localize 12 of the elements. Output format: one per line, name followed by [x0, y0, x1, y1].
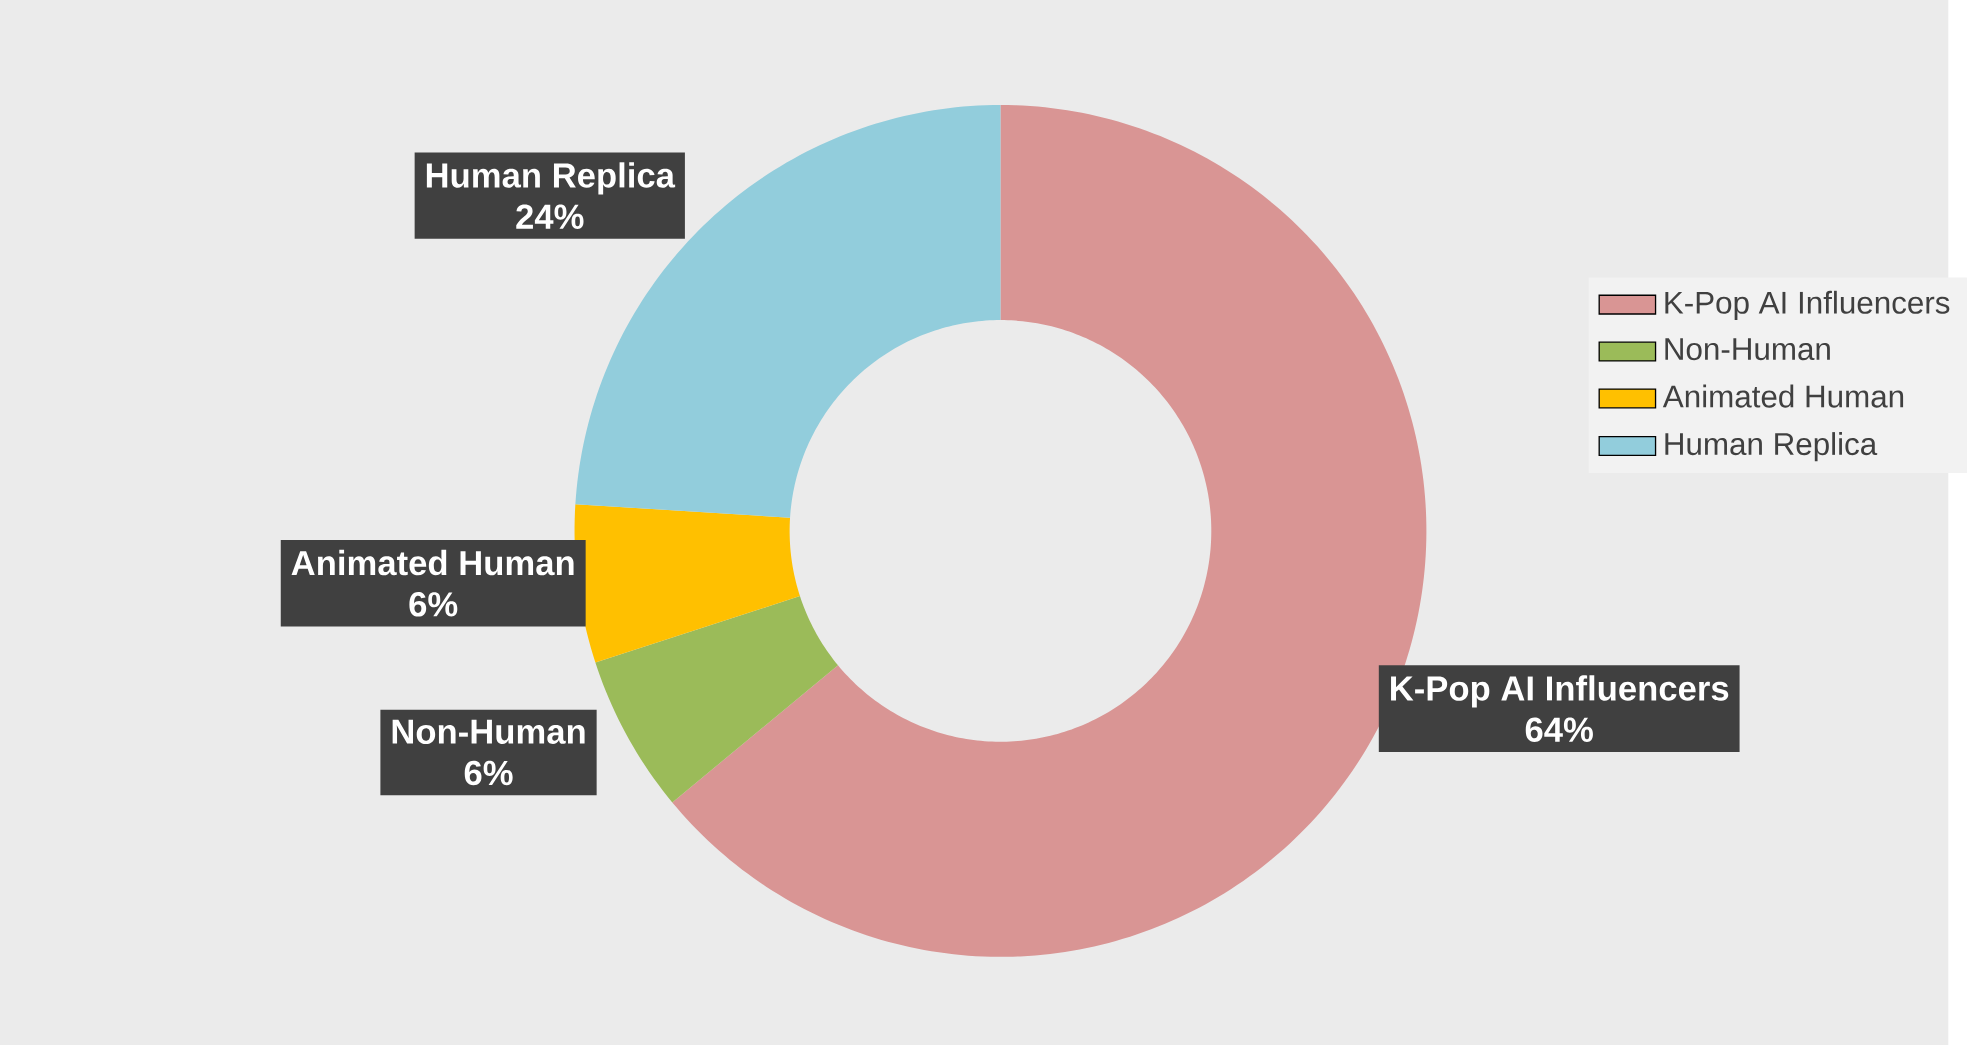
slice-label: Non-Human	[392, 719, 585, 744]
data-label: 24%	[516, 204, 584, 229]
data-label: 6%	[409, 592, 458, 617]
slice-label: Human Replica	[426, 162, 676, 195]
legend-label: K-Pop AI Influencers	[1665, 290, 1950, 321]
legend-label: Animated Human	[1662, 384, 1904, 408]
data-label: 64%	[1525, 717, 1593, 743]
data-label: 6%	[464, 760, 513, 786]
slice-label: Animated Human	[291, 549, 574, 576]
slice-label: K-Pop AI Influencers	[1391, 675, 1729, 708]
legend-label: Human Replica	[1665, 432, 1878, 462]
legend-label: Non-Human	[1665, 338, 1830, 361]
